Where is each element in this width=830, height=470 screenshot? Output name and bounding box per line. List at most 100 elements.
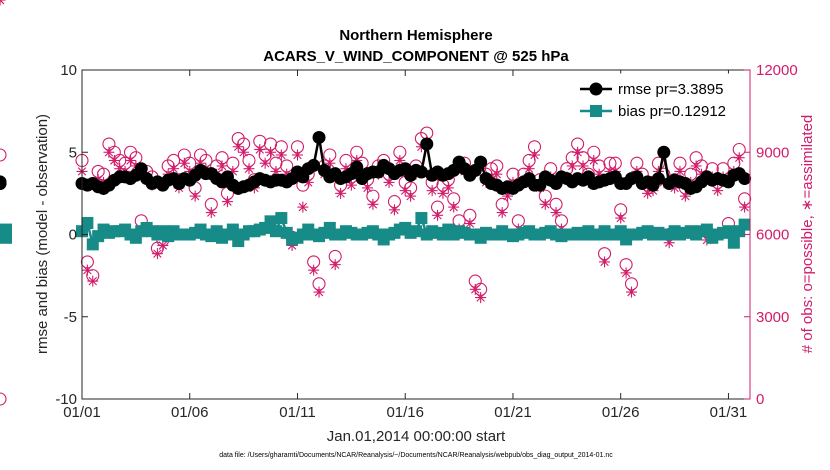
obs-assimilated-point bbox=[275, 149, 287, 161]
asterisk-stroke bbox=[573, 148, 582, 157]
asterisk-stroke bbox=[330, 260, 340, 269]
obs-assimilated-point bbox=[259, 157, 271, 169]
obs-assimilated-point bbox=[475, 292, 487, 304]
asterisk-stroke bbox=[524, 164, 534, 173]
obs-assimilated-point bbox=[615, 212, 627, 224]
asterisk-stroke bbox=[266, 148, 275, 157]
bias-point bbox=[0, 223, 12, 236]
y-right-tick-label: 3000 bbox=[756, 309, 789, 326]
obs-assimilated-point bbox=[297, 201, 309, 213]
obs-assimilated-point bbox=[642, 187, 654, 199]
bias-point bbox=[415, 212, 428, 225]
obs-assimilated-point bbox=[491, 168, 503, 180]
rmse-point bbox=[651, 172, 665, 186]
asterisk-stroke bbox=[589, 156, 599, 165]
plot-area: 01/01 01/06 01/11 01/16 01/21 01/26 01/31 -10 -5… bbox=[0, 0, 798, 421]
bias-point bbox=[410, 225, 422, 238]
rmse-point bbox=[0, 177, 7, 191]
bias-point bbox=[264, 215, 277, 228]
obs-assimilated-point bbox=[625, 286, 637, 298]
obs-assimilated-point bbox=[103, 146, 115, 158]
obs-assimilated-point bbox=[178, 157, 190, 169]
obs-assimilated-point bbox=[270, 165, 282, 177]
obs-assimilated-point bbox=[335, 187, 347, 199]
obs-assimilated-point bbox=[308, 264, 320, 276]
obs-assimilated-point bbox=[221, 196, 233, 208]
asterisk-stroke bbox=[390, 205, 399, 215]
y-right-tick-label: 6000 bbox=[756, 227, 789, 244]
asterisk-stroke bbox=[244, 164, 254, 173]
chart-title: Northern Hemisphere bbox=[339, 27, 492, 44]
x-tick-label: 01/16 bbox=[386, 404, 424, 421]
obs-assimilated-point bbox=[405, 190, 417, 202]
asterisk-stroke bbox=[395, 156, 405, 165]
obs-assimilated-point bbox=[599, 256, 611, 268]
obs-assimilated-point bbox=[426, 185, 438, 197]
asterisk-stroke bbox=[476, 293, 485, 302]
x-tick-label: 01/11 bbox=[279, 404, 315, 421]
x-tick-label: 01/01 bbox=[63, 404, 101, 421]
legend-box bbox=[574, 73, 747, 123]
asterisk-stroke bbox=[740, 202, 749, 212]
obs-assimilated-point bbox=[367, 198, 379, 210]
obs-assimilated-point bbox=[442, 182, 454, 194]
obs-assimilated-point bbox=[243, 163, 255, 175]
asterisk-stroke bbox=[233, 142, 243, 152]
rmse-point bbox=[307, 158, 321, 172]
y-left-tick-label: 0 bbox=[69, 227, 77, 244]
y-right-tick-label: 12000 bbox=[756, 62, 798, 79]
asterisk-stroke bbox=[83, 265, 92, 275]
asterisk-stroke bbox=[492, 169, 502, 179]
asterisk-stroke bbox=[104, 148, 114, 157]
obs-assimilated-point bbox=[469, 283, 481, 295]
asterisk-stroke bbox=[433, 211, 442, 220]
bias-point bbox=[738, 218, 751, 231]
obs-assimilated-point bbox=[539, 198, 551, 210]
rmse-point bbox=[420, 137, 434, 151]
obs-assimilated-point bbox=[313, 286, 325, 298]
ticks-layer: 01/01 01/06 01/11 01/16 01/21 01/26 01/31 -10 -5… bbox=[55, 62, 797, 421]
rmse-point bbox=[738, 172, 752, 186]
obs-assimilated-point bbox=[329, 259, 341, 271]
asterisk-stroke bbox=[277, 150, 286, 160]
asterisk-stroke bbox=[368, 200, 378, 209]
legend-rmse-label: rmse pr=3.3895 bbox=[618, 81, 723, 98]
asterisk-stroke bbox=[578, 161, 588, 171]
y-left-tick-label: -10 bbox=[55, 391, 77, 408]
obs-assimilated-point bbox=[108, 154, 120, 166]
asterisk-stroke bbox=[465, 219, 475, 228]
legend-rmse-marker bbox=[589, 82, 603, 96]
asterisk-stroke bbox=[541, 200, 550, 209]
asterisk-stroke bbox=[691, 161, 701, 171]
x-axis-label: Jan.01,2014 00:00:00 start bbox=[327, 428, 506, 445]
obs-assimilated-point bbox=[577, 160, 589, 172]
obs-assimilated-point bbox=[529, 149, 541, 161]
obs-assimilated-point bbox=[432, 209, 444, 221]
asterisk-stroke bbox=[239, 148, 248, 157]
obs-assimilated-point bbox=[674, 165, 686, 177]
obs-assimilated-point bbox=[0, 0, 6, 6]
obs-assimilated-point bbox=[265, 146, 277, 158]
asterisk-stroke bbox=[309, 265, 318, 275]
asterisk-stroke bbox=[406, 191, 415, 201]
y-right-tick-label: 9000 bbox=[756, 144, 789, 161]
asterisk-stroke bbox=[260, 158, 270, 168]
obs-possible-point bbox=[0, 148, 7, 162]
asterisk-stroke bbox=[190, 191, 200, 201]
y-left-tick-label: -5 bbox=[64, 309, 77, 326]
asterisk-stroke bbox=[255, 145, 265, 154]
bias-point bbox=[81, 216, 94, 229]
asterisk-stroke bbox=[217, 161, 227, 171]
asterisk-stroke bbox=[158, 241, 168, 250]
obs-assimilated-point bbox=[189, 190, 201, 202]
asterisk-stroke bbox=[169, 164, 178, 173]
asterisk-stroke bbox=[153, 249, 162, 258]
obs-assimilated-point bbox=[205, 207, 217, 219]
obs-assimilated-point bbox=[496, 207, 508, 219]
x-tick-label: 01/31 bbox=[710, 404, 748, 421]
rmse-point bbox=[657, 145, 671, 159]
obs-assimilated-point bbox=[87, 275, 99, 287]
asterisk-stroke bbox=[363, 183, 372, 193]
asterisk-stroke bbox=[347, 180, 356, 190]
